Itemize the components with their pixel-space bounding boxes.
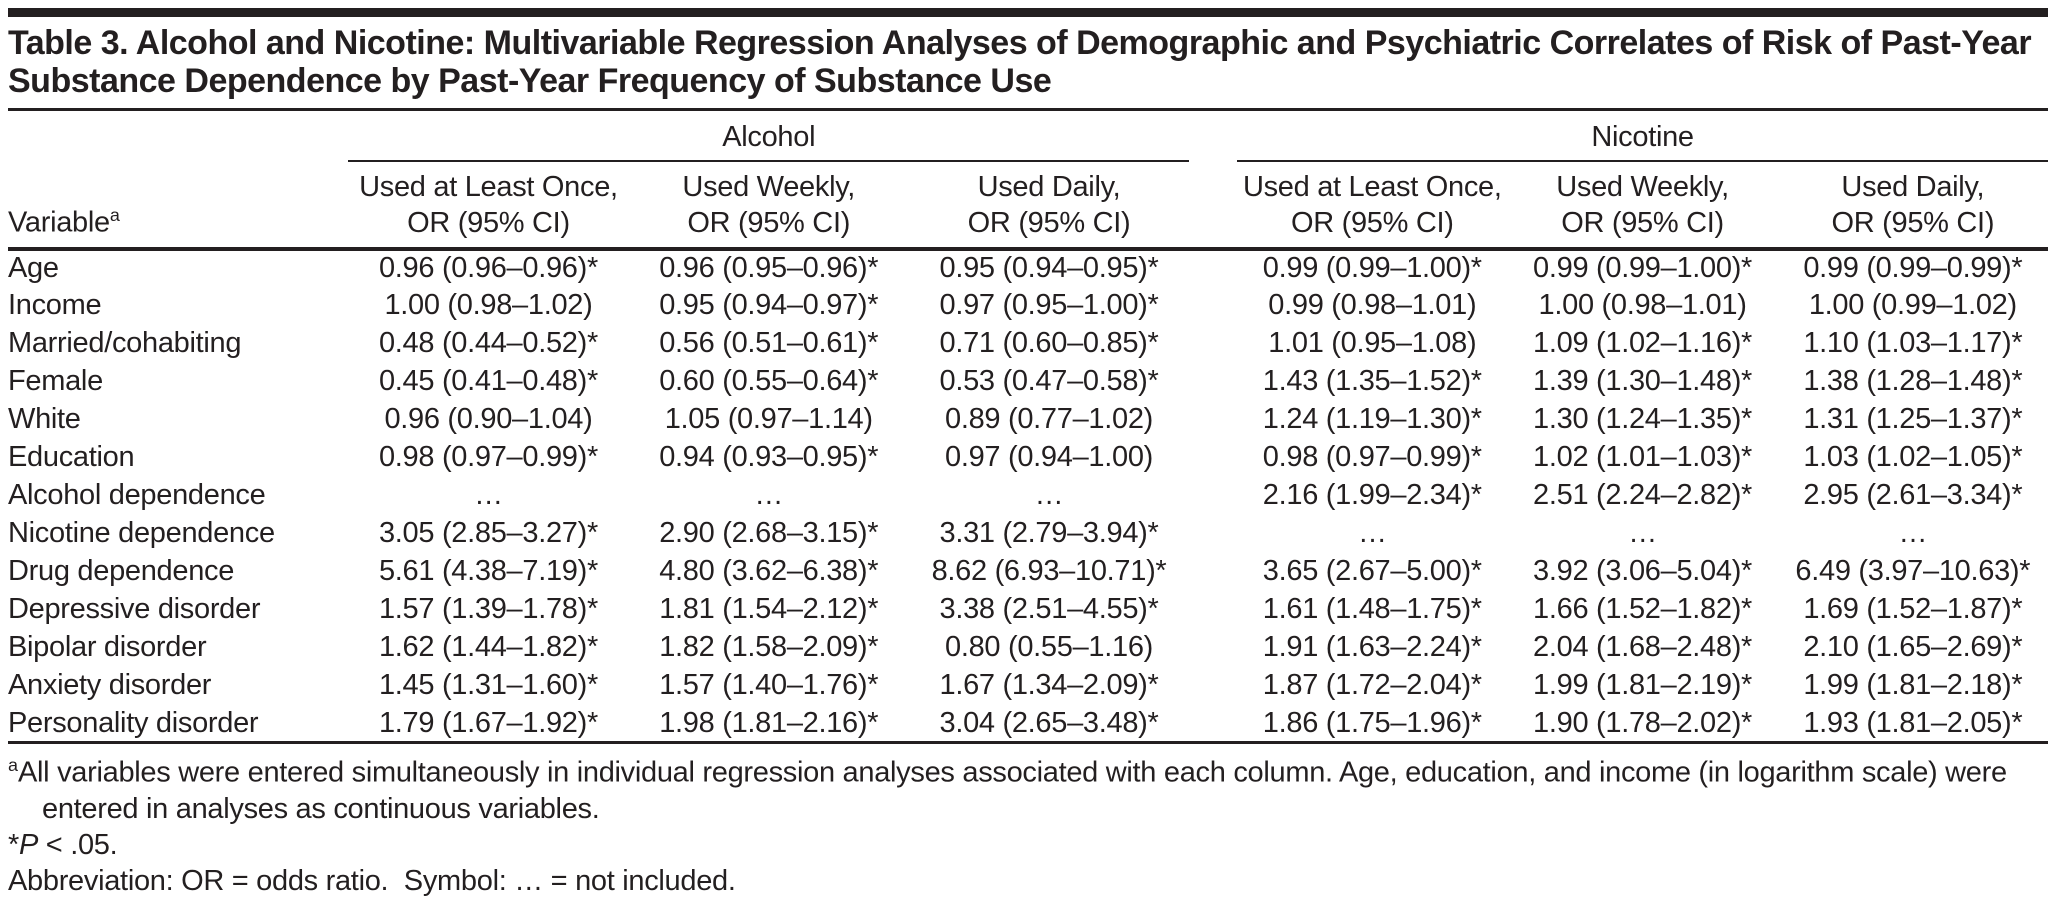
column-header-alcohol-daily: Used Daily, OR (95% CI) — [908, 161, 1190, 251]
table-title: Table 3. Alcohol and Nicotine: Multivari… — [8, 24, 2032, 101]
group-header-nicotine: Nicotine — [1237, 111, 2048, 163]
table-header: Alcohol Nicotine Variablea Used at Least… — [8, 111, 2048, 251]
table-row: Income 1.00 (0.98–1.02) 0.95 (0.94–0.97)… — [8, 289, 2017, 322]
column-header-nicotine-daily: Used Daily, OR (95% CI) — [1777, 161, 2048, 251]
column-header-alcohol-weekly: Used Weekly, OR (95% CI) — [628, 161, 909, 251]
table-row: Married/cohabiting 0.48 (0.44–0.52)* 0.5… — [8, 327, 2023, 360]
footnote-a-text: All variables were entered simultaneousl… — [18, 757, 2007, 826]
table-row: Bipolar disorder 1.62 (1.44–1.82)* 1.82 … — [8, 631, 2023, 664]
regression-table: Alcohol Nicotine Variablea Used at Least… — [8, 111, 2048, 745]
footnotes: aAll variables were entered simultaneous… — [8, 754, 2048, 899]
footnote-abbreviation: Abbreviation: OR = odds ratio. Symbol: …… — [8, 864, 736, 897]
table-row: White 0.96 (0.90–1.04) 1.05 (0.97–1.14) … — [8, 403, 2023, 436]
table-row: Education 0.98 (0.97–0.99)* 0.94 (0.93–0… — [8, 441, 2023, 474]
group-header-row: Alcohol Nicotine — [8, 111, 2048, 163]
table-body: Age 0.96 (0.96–0.96)* 0.96 (0.95–0.96)* … — [8, 249, 2048, 745]
table-row: Age 0.96 (0.96–0.96)* 0.96 (0.95–0.96)* … — [8, 252, 2023, 285]
group-gap — [1189, 111, 1237, 161]
table-row: Drug dependence 5.61 (4.38–7.19)* 4.80 (… — [8, 555, 2031, 588]
footnote-significance: *P < .05. — [8, 828, 118, 861]
column-header-variable: Variablea — [8, 161, 349, 251]
table-row: Nicotine dependence 3.05 (2.85–3.27)* 2.… — [8, 517, 1928, 550]
variable-footnote-marker: a — [109, 204, 120, 225]
table-row: Anxiety disorder 1.45 (1.31–1.60)* 1.57 … — [8, 669, 2023, 702]
table-row: Personality disorder 1.79 (1.67–1.92)* 1… — [8, 704, 2048, 745]
column-header-nicotine-once: Used at Least Once, OR (95% CI) — [1237, 161, 1508, 251]
group-header-spacer — [8, 111, 348, 161]
column-header-gap — [1189, 161, 1238, 251]
table-row: Female 0.45 (0.41–0.48)* 0.60 (0.55–0.64… — [8, 365, 2023, 398]
footnote-a: aAll variables were entered simultaneous… — [8, 754, 2048, 828]
footnote-a-marker: a — [8, 755, 18, 776]
column-header-alcohol-once: Used at Least Once, OR (95% CI) — [348, 161, 629, 251]
title-divider — [8, 108, 2048, 112]
table-row: Alcohol dependence … … … 2.16 (1.99–2.34… — [8, 479, 2023, 512]
table-top-bar — [8, 8, 2048, 17]
column-header-row: Variablea Used at Least Once, OR (95% CI)… — [8, 161, 2048, 251]
column-header-nicotine-weekly: Used Weekly, OR (95% CI) — [1507, 161, 1778, 251]
group-header-alcohol: Alcohol — [348, 111, 1190, 163]
table-row: Depressive disorder 1.57 (1.39–1.78)* 1.… — [8, 593, 2023, 626]
